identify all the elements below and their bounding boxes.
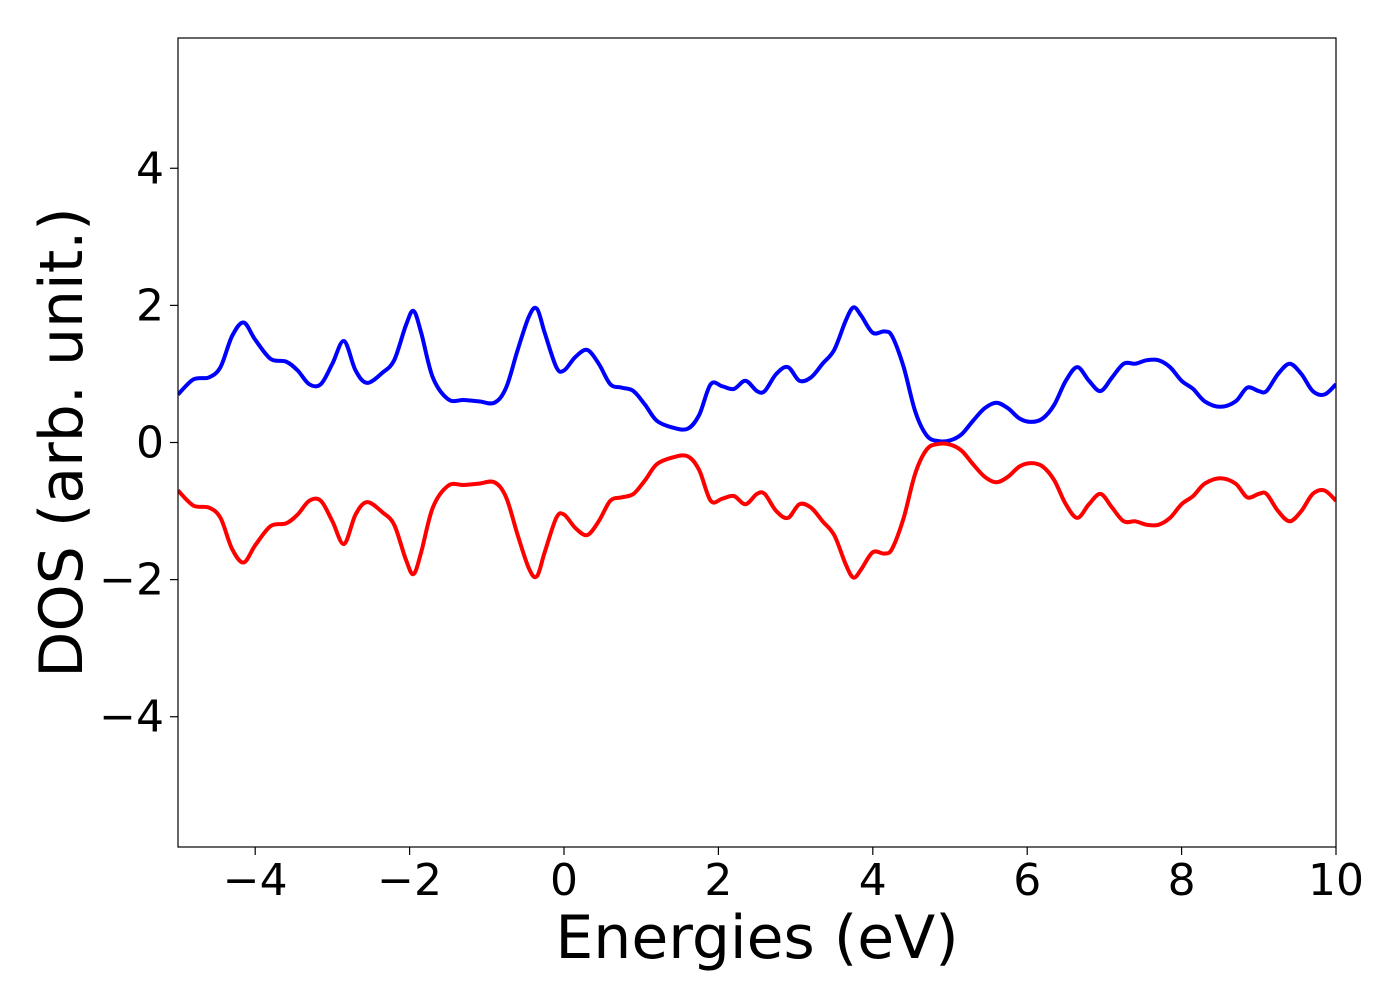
y-tick-label: −2 [99,555,164,606]
x-tick-label: 4 [859,855,887,906]
x-tick-label: −4 [223,855,288,906]
y-axis-ticks: −4 −2 0 2 4 [99,143,178,743]
x-axis-label: Energies (eV) [555,903,958,973]
axes-frame [177,37,1337,848]
y-axis-label: DOS (arb. unit.) [27,207,97,677]
x-tick-label: 8 [1168,855,1196,906]
y-tick-label: 0 [136,418,164,469]
x-axis-ticks: −4 −2 0 2 4 6 8 10 [223,847,1364,906]
x-tick-label: 6 [1013,855,1041,906]
y-tick-label: 4 [136,143,164,194]
x-tick-label: 10 [1308,855,1364,906]
x-tick-label: −2 [377,855,442,906]
series-line-up [178,305,1336,444]
series-line-down [178,441,1336,580]
series-layer [178,305,1336,580]
y-tick-label: −4 [99,692,164,743]
x-tick-label: 2 [704,855,732,906]
y-tick-label: 2 [136,280,164,331]
x-tick-label: 0 [550,855,578,906]
